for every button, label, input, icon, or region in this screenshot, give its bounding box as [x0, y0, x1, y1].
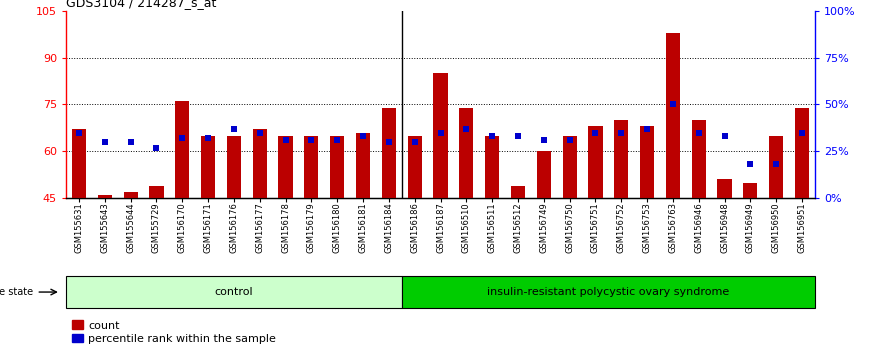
- Point: [511, 133, 525, 139]
- Bar: [356, 133, 370, 198]
- Bar: [511, 186, 525, 198]
- Text: GSM156177: GSM156177: [255, 202, 264, 253]
- Text: GSM156948: GSM156948: [720, 202, 729, 253]
- Text: GSM156186: GSM156186: [411, 202, 419, 253]
- Point: [175, 135, 189, 141]
- Text: GSM156171: GSM156171: [204, 202, 212, 253]
- Text: insulin-resistant polycystic ovary syndrome: insulin-resistant polycystic ovary syndr…: [487, 287, 729, 297]
- Bar: [402, 276, 815, 308]
- Point: [614, 130, 628, 136]
- Text: GSM156753: GSM156753: [642, 202, 652, 253]
- Bar: [381, 108, 396, 198]
- Text: GSM156949: GSM156949: [746, 202, 755, 253]
- Text: GSM156946: GSM156946: [694, 202, 703, 253]
- Bar: [485, 136, 500, 198]
- Point: [356, 133, 370, 139]
- Point: [485, 133, 500, 139]
- Bar: [666, 33, 680, 198]
- Bar: [123, 192, 137, 198]
- Point: [227, 126, 241, 132]
- Point: [795, 130, 809, 136]
- Bar: [98, 195, 112, 198]
- Bar: [744, 183, 758, 198]
- Bar: [433, 73, 448, 198]
- Point: [433, 130, 448, 136]
- Bar: [66, 276, 402, 308]
- Text: GSM156184: GSM156184: [384, 202, 393, 253]
- Point: [640, 126, 654, 132]
- Text: GSM155643: GSM155643: [100, 202, 109, 253]
- Text: GSM156950: GSM156950: [772, 202, 781, 253]
- Text: GSM156512: GSM156512: [514, 202, 522, 253]
- Text: GSM156181: GSM156181: [359, 202, 367, 253]
- Bar: [253, 130, 267, 198]
- Text: GSM156751: GSM156751: [591, 202, 600, 253]
- Text: GSM156752: GSM156752: [617, 202, 626, 253]
- Text: disease state: disease state: [0, 287, 33, 297]
- Point: [769, 162, 783, 167]
- Bar: [175, 101, 189, 198]
- Bar: [278, 136, 292, 198]
- Bar: [201, 136, 215, 198]
- Bar: [614, 120, 628, 198]
- Point: [408, 139, 422, 145]
- Point: [563, 137, 577, 143]
- Point: [150, 145, 164, 150]
- Point: [666, 102, 680, 107]
- Bar: [72, 130, 86, 198]
- Bar: [537, 152, 551, 198]
- Point: [692, 130, 706, 136]
- Point: [253, 130, 267, 136]
- Point: [98, 139, 112, 145]
- Bar: [562, 136, 577, 198]
- Bar: [330, 136, 344, 198]
- Bar: [408, 136, 422, 198]
- Text: GSM156749: GSM156749: [539, 202, 548, 253]
- Text: GSM156180: GSM156180: [333, 202, 342, 253]
- Bar: [459, 108, 473, 198]
- Bar: [692, 120, 706, 198]
- Text: GSM156763: GSM156763: [669, 202, 677, 253]
- Point: [278, 137, 292, 143]
- Text: control: control: [215, 287, 253, 297]
- Point: [717, 133, 731, 139]
- Point: [537, 137, 551, 143]
- Text: GSM156179: GSM156179: [307, 202, 316, 253]
- Text: GSM156176: GSM156176: [229, 202, 239, 253]
- Text: GSM156951: GSM156951: [797, 202, 806, 253]
- Bar: [717, 179, 731, 198]
- Bar: [304, 136, 319, 198]
- Text: GSM156178: GSM156178: [281, 202, 290, 253]
- Point: [304, 137, 318, 143]
- Point: [744, 162, 758, 167]
- Bar: [150, 186, 164, 198]
- Text: GDS3104 / 214287_s_at: GDS3104 / 214287_s_at: [66, 0, 217, 10]
- Bar: [589, 126, 603, 198]
- Bar: [795, 108, 809, 198]
- Point: [330, 137, 344, 143]
- Text: GSM155631: GSM155631: [75, 202, 84, 253]
- Point: [123, 139, 137, 145]
- Text: GSM156187: GSM156187: [436, 202, 445, 253]
- Point: [201, 135, 215, 141]
- Text: GSM156510: GSM156510: [462, 202, 470, 253]
- Point: [459, 126, 473, 132]
- Legend: count, percentile rank within the sample: count, percentile rank within the sample: [67, 316, 281, 348]
- Text: GSM156170: GSM156170: [178, 202, 187, 253]
- Point: [381, 139, 396, 145]
- Text: GSM155729: GSM155729: [152, 202, 161, 253]
- Bar: [226, 136, 241, 198]
- Text: GSM155644: GSM155644: [126, 202, 135, 253]
- Bar: [640, 126, 655, 198]
- Bar: [769, 136, 783, 198]
- Text: GSM156750: GSM156750: [565, 202, 574, 253]
- Point: [589, 130, 603, 136]
- Point: [72, 130, 86, 136]
- Text: GSM156511: GSM156511: [488, 202, 497, 253]
